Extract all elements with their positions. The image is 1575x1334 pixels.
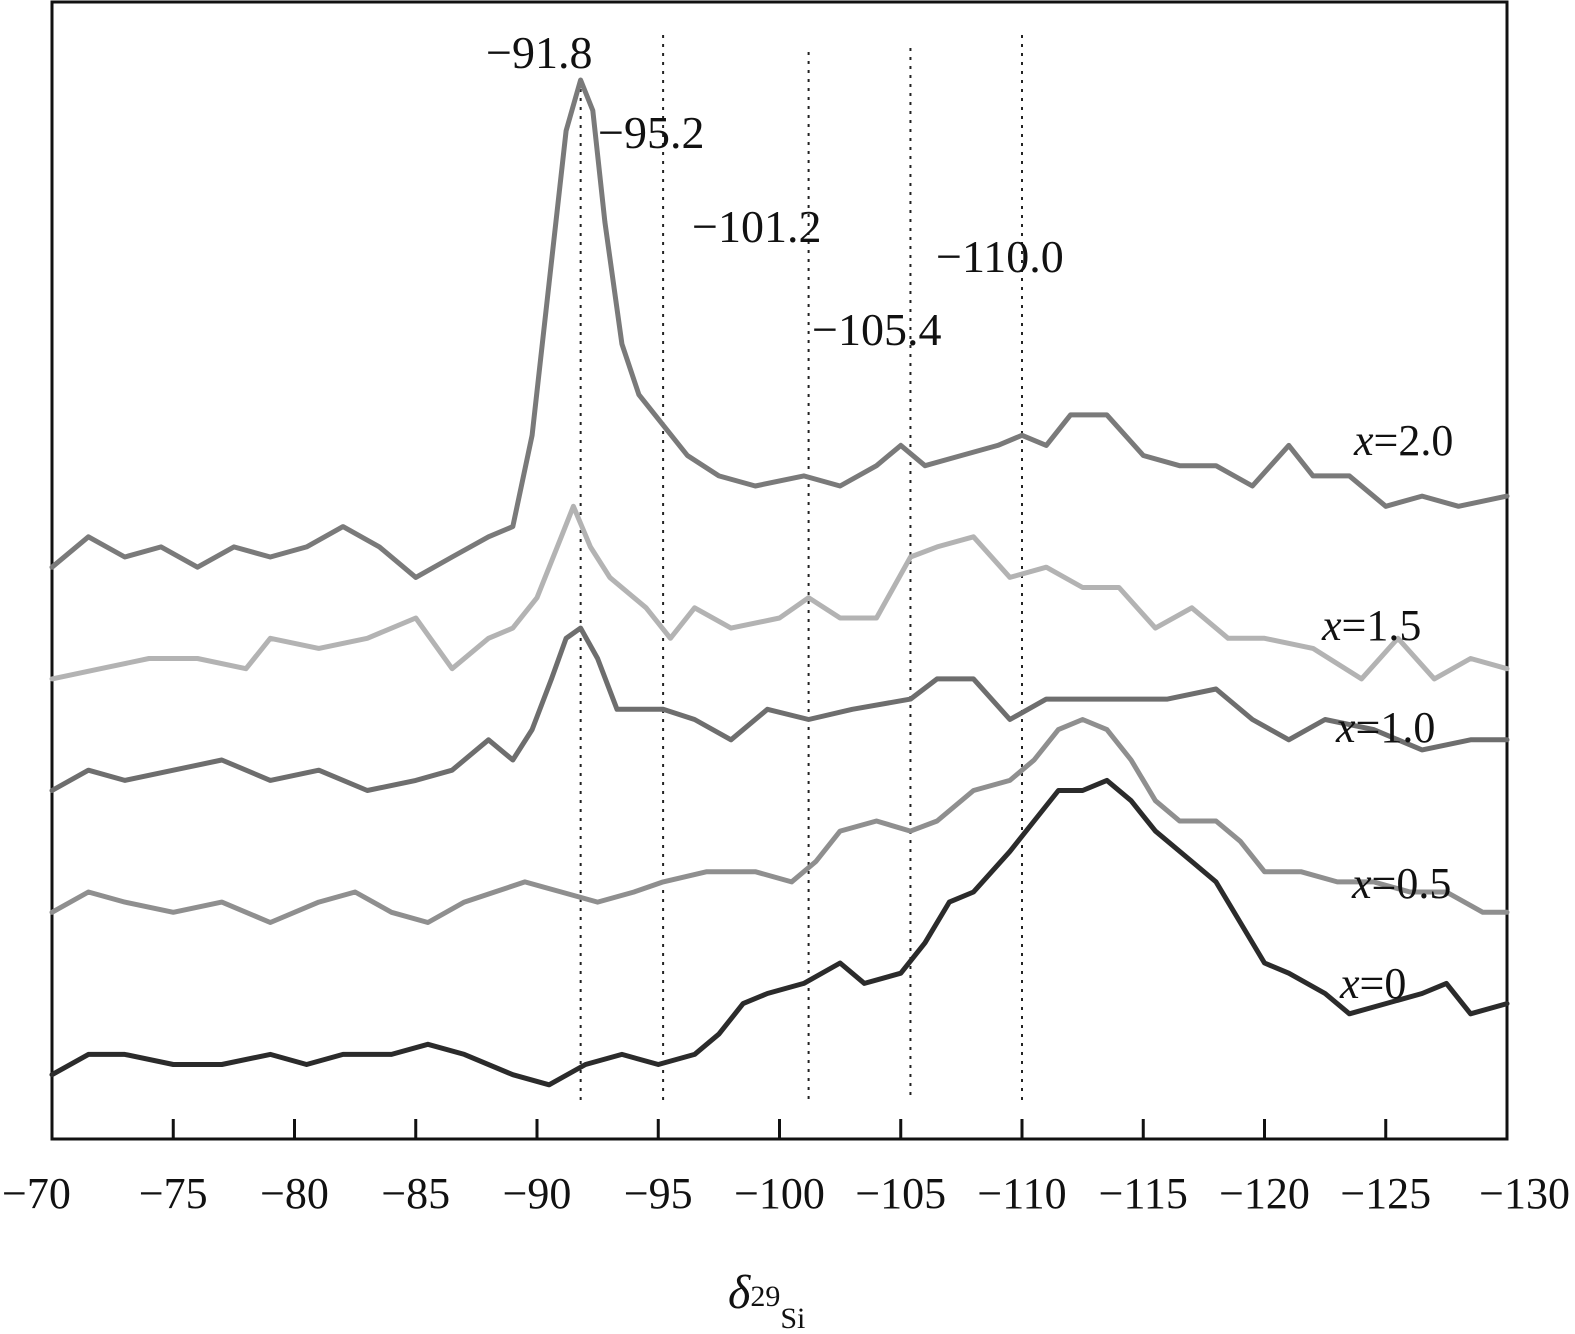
series-line — [49, 625, 1510, 793]
peak-label: −91.8 — [486, 27, 592, 78]
series-label-value: =0.5 — [1372, 859, 1452, 908]
peak-label: −105.4 — [812, 304, 941, 355]
series-line — [49, 777, 1510, 1088]
x-tick-label: −120 — [1219, 1169, 1310, 1218]
series-label-value: =1.5 — [1342, 601, 1422, 650]
series-label-variable: x — [1321, 601, 1342, 650]
x-tick-label: −90 — [503, 1169, 572, 1218]
x-tick-label: −125 — [1340, 1169, 1431, 1218]
series-line — [49, 77, 1510, 580]
series-label-value: =1.0 — [1356, 703, 1436, 752]
peak-label: −101.2 — [692, 201, 821, 252]
x-tick-label: −75 — [139, 1169, 208, 1218]
series-label-variable: x — [1351, 859, 1372, 908]
x-tick-label: −130 — [1479, 1169, 1570, 1218]
x-axis-tick-labels: −70 −75 −80 −85 −90 −95 −100 −105 −110 −115 −120 −1… — [2, 1169, 1570, 1218]
x-axis-title-sub: Si — [780, 1302, 805, 1334]
x-tick-label: −70 — [2, 1169, 71, 1218]
series-line — [49, 717, 1510, 925]
series-label-value: =2.0 — [1374, 416, 1454, 465]
x-tick-label: −85 — [381, 1169, 450, 1218]
x-axis-title-sup: 29 — [750, 1280, 780, 1313]
reference-lines — [579, 35, 1023, 1100]
series-label-variable: x — [1353, 416, 1374, 465]
series-label-value: =0 — [1360, 959, 1407, 1008]
peak-labels: −91.8−95.2 −101.2 −105.4 −110.0 — [486, 27, 1064, 355]
x-tick-label: −100 — [734, 1169, 825, 1218]
peak-label: −95.2 — [598, 107, 704, 158]
series-label-variable: x — [1339, 959, 1360, 1008]
series-line — [49, 503, 1510, 682]
series-lines — [49, 77, 1510, 1088]
peak-label: −110.0 — [936, 231, 1064, 282]
x-axis-title: δ29Si — [728, 1266, 805, 1334]
x-axis-title-symbol: δ — [728, 1266, 751, 1319]
x-axis-ticks — [50, 1119, 1509, 1139]
x-tick-label: −105 — [855, 1169, 946, 1218]
x-tick-label: −95 — [624, 1169, 693, 1218]
plot-frame — [50, 0, 1509, 1141]
x-tick-label: −80 — [260, 1169, 329, 1218]
series-label: x=2.0 — [1353, 416, 1453, 465]
series-labels: x=2.0x=1.5x=1.0x=0.5x=0 — [1321, 416, 1453, 1008]
series-label: x=0 — [1339, 959, 1406, 1008]
series-label: x=0.5 — [1351, 859, 1451, 908]
series-label: x=1.5 — [1321, 601, 1421, 650]
x-tick-label: −115 — [1099, 1169, 1188, 1218]
series-label: x=1.0 — [1335, 703, 1435, 752]
x-tick-label: −110 — [977, 1169, 1066, 1218]
series-label-variable: x — [1335, 703, 1356, 752]
